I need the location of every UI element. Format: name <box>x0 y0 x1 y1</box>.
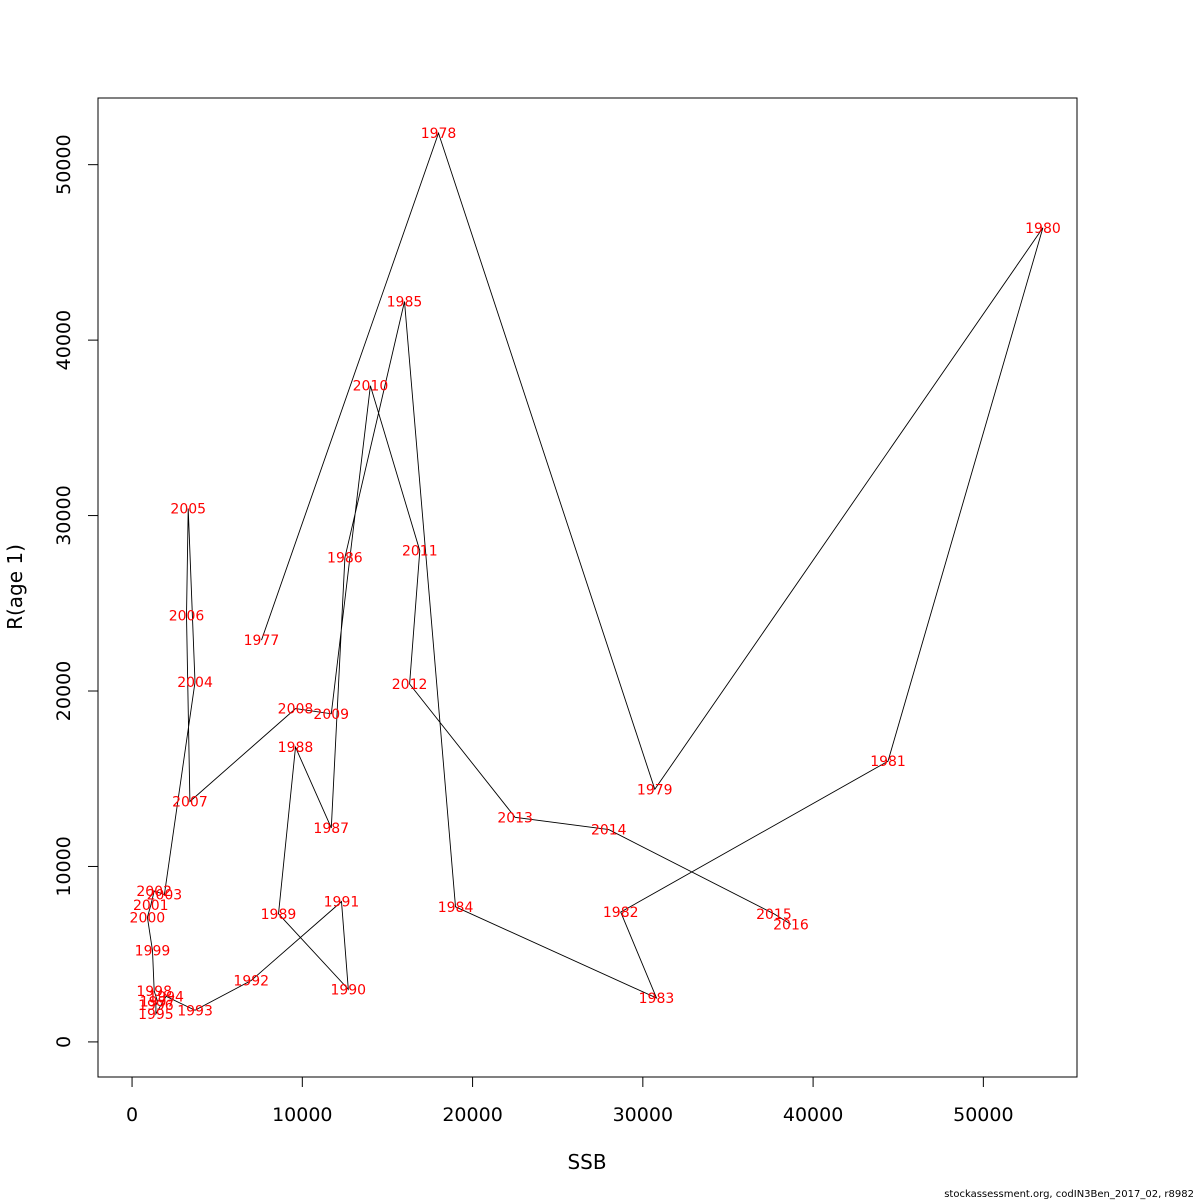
point-label: 2007 <box>172 795 208 811</box>
x-tick-label: 50000 <box>953 1104 1013 1126</box>
point-label: 2008 <box>278 702 314 718</box>
point-label: 1990 <box>330 982 366 998</box>
point-label: 1987 <box>313 821 349 837</box>
point-label: 2009 <box>313 707 349 723</box>
footer-credit: stockassessment.org, codIN3Ben_2017_02, … <box>944 1189 1194 1200</box>
x-tick-label: 10000 <box>272 1104 332 1126</box>
point-label: 2000 <box>130 910 166 926</box>
y-tick-label: 20000 <box>53 661 75 721</box>
y-tick-label: 0 <box>53 1036 75 1048</box>
point-label: 2014 <box>591 823 627 839</box>
point-label: 1991 <box>324 895 360 911</box>
point-label: 1985 <box>387 295 423 311</box>
x-tick-label: 30000 <box>613 1104 673 1126</box>
y-tick-label: 50000 <box>53 134 75 194</box>
point-label: 2005 <box>170 502 206 518</box>
point-label: 2002 <box>136 884 172 900</box>
point-label: 1996 <box>138 998 174 1014</box>
plot-frame <box>97 97 1078 1078</box>
point-label: 1982 <box>603 905 639 921</box>
point-label: 2003 <box>147 888 183 904</box>
point-label: 2013 <box>497 810 533 826</box>
point-label-group: 1977 1978 1979 1980 1981 1982 1983 1984 1985 1986… <box>130 126 1061 1023</box>
point-label: 1988 <box>278 740 314 756</box>
point-label: 1989 <box>261 907 297 923</box>
point-label: 1993 <box>177 1003 213 1019</box>
point-label: 1981 <box>870 754 906 770</box>
point-label: 2001 <box>133 898 169 914</box>
point-label: 2016 <box>773 917 809 933</box>
x-tick-label: 0 <box>126 1104 138 1126</box>
x-axis: 0 10000 20000 30000 40000 50000 <box>126 1076 1014 1126</box>
point-label: 1998 <box>136 984 172 1000</box>
point-label: 2011 <box>402 544 438 560</box>
point-label: 1983 <box>639 991 675 1007</box>
y-tick-label: 30000 <box>53 485 75 545</box>
y-tick-label: 40000 <box>53 310 75 370</box>
point-label: 1978 <box>421 126 457 142</box>
point-label: 1999 <box>135 944 171 960</box>
point-label: 2004 <box>177 675 213 691</box>
point-label: 1977 <box>244 633 280 649</box>
y-tick-label: 10000 <box>53 836 75 896</box>
series-line <box>146 131 1044 1016</box>
point-label: 1992 <box>233 974 269 990</box>
point-label: 1980 <box>1025 221 1061 237</box>
point-label: 1986 <box>327 551 363 567</box>
point-label: 1979 <box>637 782 673 798</box>
point-label: 2012 <box>392 677 428 693</box>
y-axis: 0 10000 20000 30000 40000 50000 <box>53 134 99 1048</box>
point-label: 2015 <box>756 907 792 923</box>
point-label: 2006 <box>169 609 205 625</box>
x-tick-label: 40000 <box>783 1104 843 1126</box>
x-tick-label: 20000 <box>442 1104 502 1126</box>
point-label: 1995 <box>138 1007 174 1023</box>
point-label: 1997 <box>140 995 176 1011</box>
point-label: 2010 <box>353 379 389 395</box>
point-label: 1994 <box>148 989 184 1005</box>
y-axis-title: R(age 1) <box>3 544 27 630</box>
point-label: 1984 <box>438 900 474 916</box>
x-axis-title: SSB <box>567 1150 606 1174</box>
series-line-group <box>146 131 1044 1016</box>
